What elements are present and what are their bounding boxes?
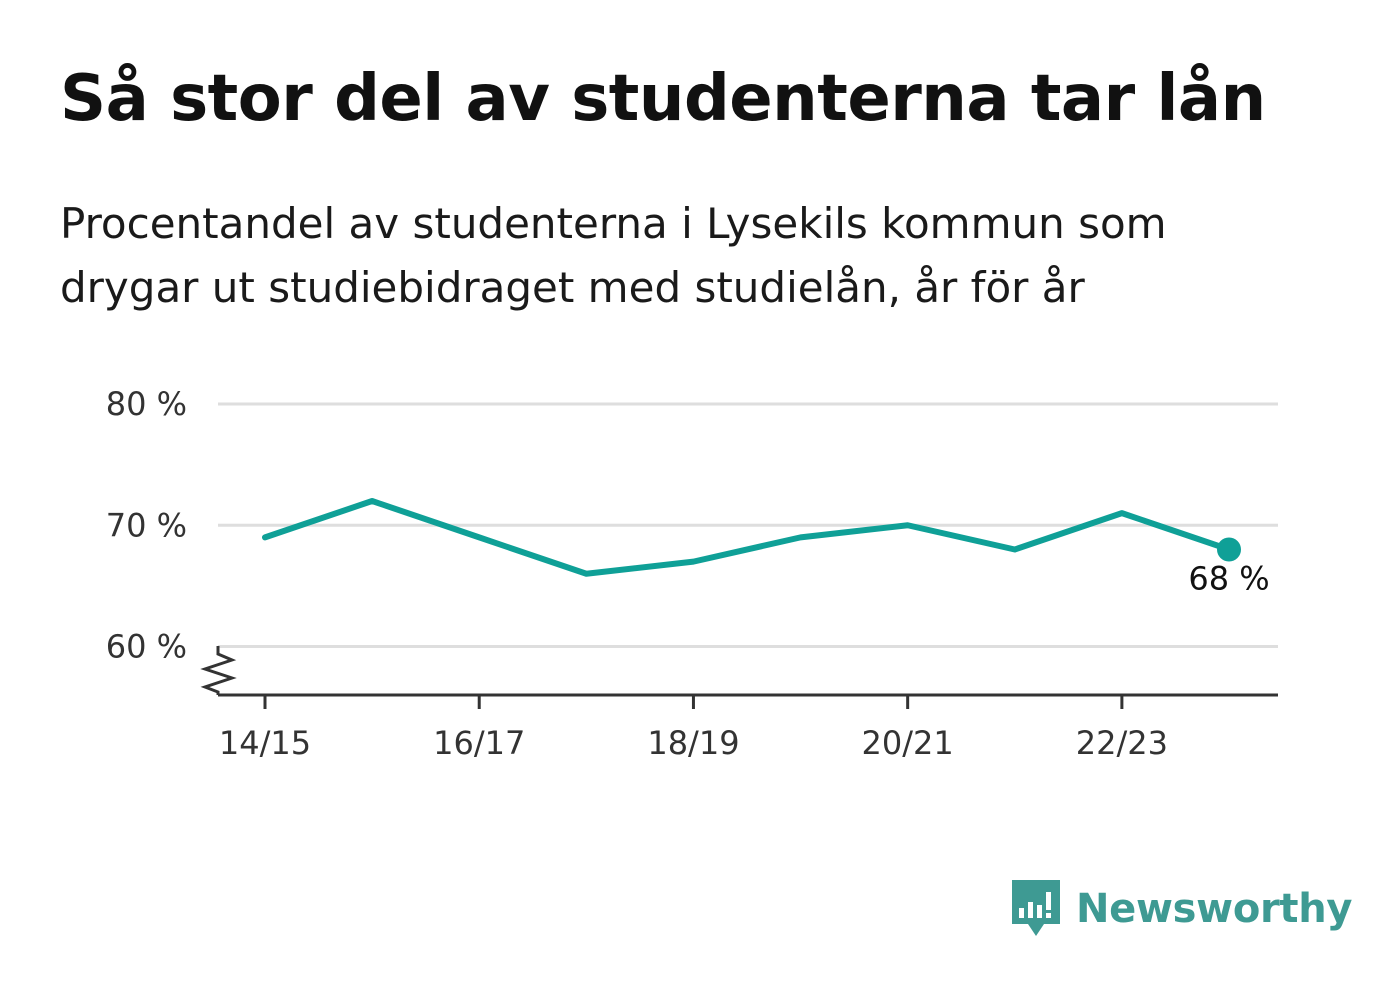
grid-lines: [218, 402, 1278, 648]
x-tick-label-14-15: 14/15: [219, 724, 311, 762]
brand-name: Newsworthy: [1076, 886, 1353, 932]
data-series: [262, 498, 1241, 577]
last-point-label: 68 %: [1188, 560, 1269, 598]
x-axis: 14/15 16/17 18/19 20/21 22/23: [218, 693, 1278, 762]
x-tick-label-20-21: 20/21: [862, 724, 954, 762]
last-data-point: [1217, 537, 1241, 562]
x-tick-label-16-17: 16/17: [433, 724, 525, 762]
subtitle-line-1: Procentandel av studenterna i Lysekils k…: [60, 199, 1167, 248]
x-tick-label-22-23: 22/23: [1076, 724, 1168, 762]
y-axis-tick-labels: 60 % 70 % 80 %: [106, 385, 187, 666]
y-tick-label-80: 80 %: [106, 385, 187, 423]
chart-subtitle: Procentandel av studenterna i Lysekils k…: [60, 192, 1260, 320]
y-tick-label-70: 70 %: [106, 506, 187, 544]
subtitle-line-2: drygar ut studiebidraget med studielån, …: [60, 263, 1085, 312]
axis-break-zigzag: [200, 646, 237, 695]
chart-title: Så stor del av studenterna tar lån: [60, 62, 1266, 136]
data-labels: 68 %: [1188, 560, 1269, 598]
x-tick-label-18-19: 18/19: [647, 724, 739, 762]
bar-chart-speech-bubble-icon: [1012, 880, 1060, 936]
y-tick-label-60: 60 %: [106, 628, 187, 666]
newsworthy-logo: Newsworthy: [1010, 878, 1353, 940]
axis-break-icon: [200, 646, 237, 695]
series-line-0: [262, 498, 1232, 577]
